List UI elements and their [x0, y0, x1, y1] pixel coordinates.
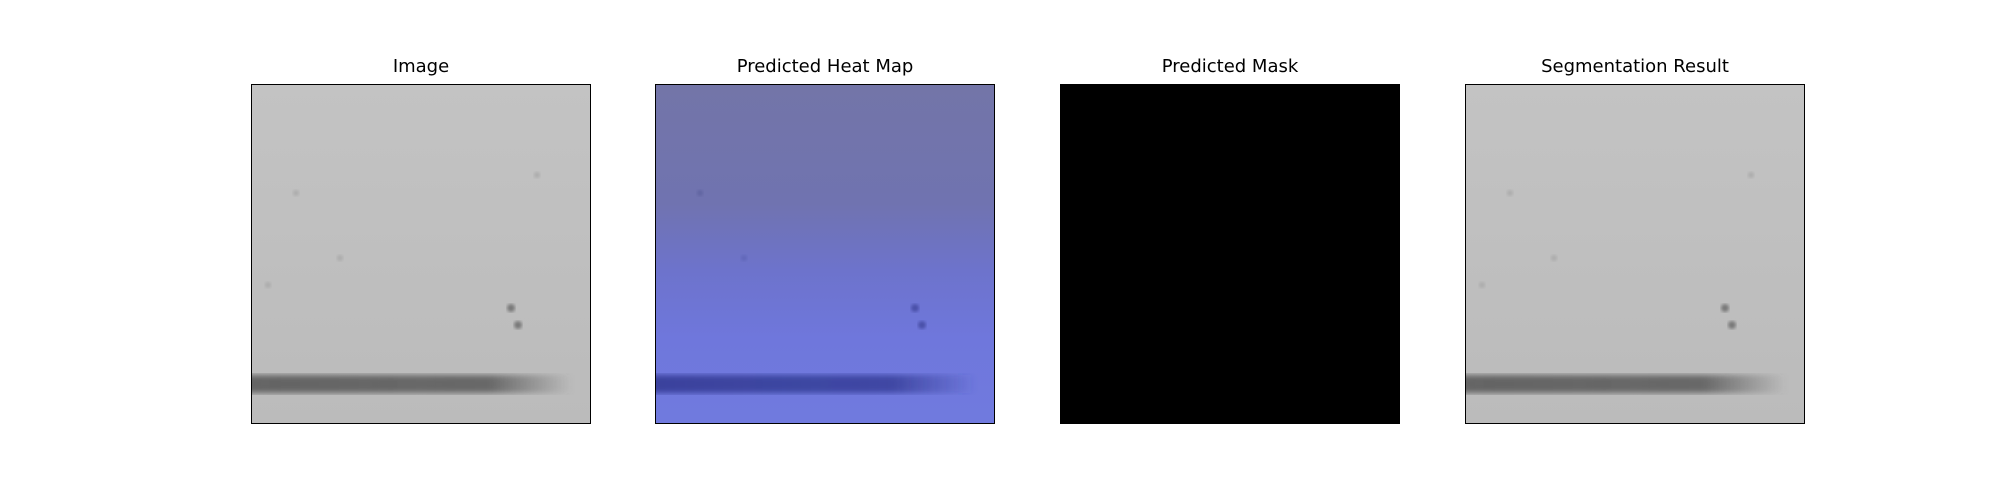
image-panel-title: Image [392, 56, 450, 77]
heatmap-frame [655, 84, 995, 424]
mask-image [1061, 85, 1399, 423]
mask-panel-title: Predicted Mask [1161, 56, 1299, 77]
segmentation-image [1466, 85, 1804, 423]
mask-frame [1060, 84, 1400, 424]
segmentation-frame [1465, 84, 1805, 424]
heatmap-image [656, 85, 994, 423]
grayscale-image [252, 85, 590, 423]
segmentation-panel-title: Segmentation Result [1541, 56, 1729, 77]
heatmap-panel-title: Predicted Heat Map [736, 56, 914, 77]
image-frame [251, 84, 591, 424]
